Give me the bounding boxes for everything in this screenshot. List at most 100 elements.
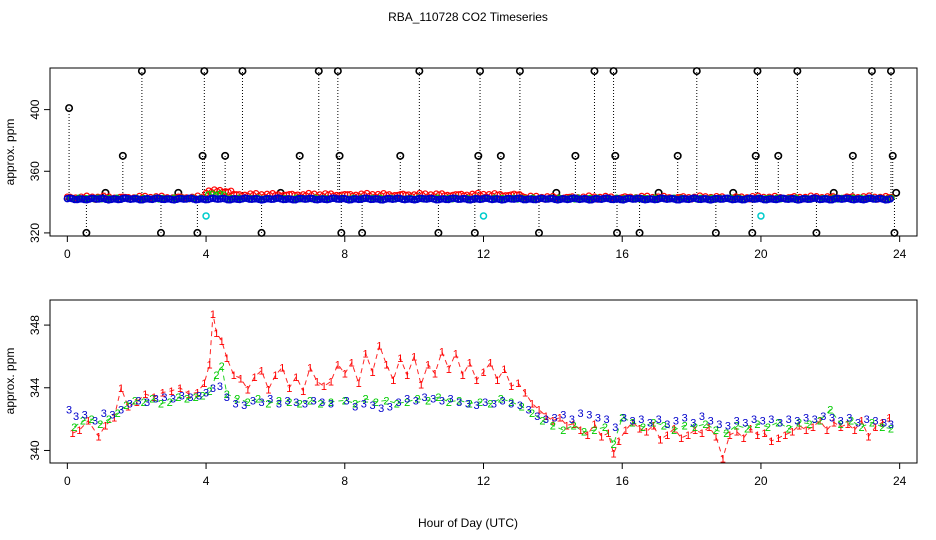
bottom-series-1-point: 1 xyxy=(307,362,313,374)
bottom-series-1-point: 1 xyxy=(151,392,157,404)
bottom-series-2-point: 2 xyxy=(71,422,77,434)
bottom-x-tick-label: 4 xyxy=(203,474,210,488)
bottom-series-1-point: 1 xyxy=(134,397,140,409)
bottom-series-1-point: 1 xyxy=(817,416,823,428)
bottom-series-1-point: 1 xyxy=(397,353,403,365)
top-panel: approx. ppm 0 4 8 12 16 20 24 320 360 400 xyxy=(3,67,918,261)
bottom-series-1-point: 1 xyxy=(699,428,705,440)
bottom-series-3-point: 3 xyxy=(569,414,575,426)
bottom-series-2-point: 2 xyxy=(89,414,95,426)
spike-point xyxy=(886,67,895,76)
bottom-series-3-point: 3 xyxy=(543,414,549,426)
bottom-series-3-point: 3 xyxy=(430,394,436,406)
bottom-series-3-point: 3 xyxy=(101,408,107,420)
bottom-series-2-point: 2 xyxy=(200,391,206,403)
bottom-series-1-point: 1 xyxy=(678,433,684,445)
top-series-3-point xyxy=(886,195,895,203)
bottom-x-tick-label: 24 xyxy=(893,474,907,488)
bottom-series-3-point: 3 xyxy=(118,405,124,417)
spike-point xyxy=(470,228,479,237)
top-plot-frame xyxy=(49,67,918,237)
spike-point xyxy=(888,151,897,160)
spike-point xyxy=(711,228,720,237)
bottom-series-3-point: 3 xyxy=(421,392,427,404)
bottom-series-2-point: 2 xyxy=(529,408,535,420)
spike-point xyxy=(221,151,230,160)
bottom-series-2-point: 2 xyxy=(342,395,348,407)
bottom-series-1-point: 1 xyxy=(578,425,584,437)
bottom-series-2-point: 2 xyxy=(219,361,225,373)
top-series-3-point xyxy=(92,195,101,203)
bottom-series-3-point: 3 xyxy=(630,416,636,428)
top-y-axis-label: approx. ppm xyxy=(3,119,17,186)
bottom-series-1-point: 1 xyxy=(858,416,864,428)
spike-point xyxy=(335,151,344,160)
bottom-series-3-point: 3 xyxy=(491,398,497,410)
top-series-3-point xyxy=(804,195,812,203)
spike-point xyxy=(118,151,127,160)
bottom-series-3-point: 3 xyxy=(508,398,514,410)
top-spikes xyxy=(65,67,901,237)
spike-point xyxy=(751,151,760,160)
bottom-series-3-point: 3 xyxy=(161,392,167,404)
bottom-series-3-point: 3 xyxy=(820,411,826,423)
top-series-3-point xyxy=(262,194,271,203)
top-x-tick-label: 20 xyxy=(754,247,768,261)
bottom-series-1-point: 1 xyxy=(272,370,278,382)
bottom-series-1-point: 1 xyxy=(432,369,438,381)
bottom-series-2-point: 2 xyxy=(317,398,323,410)
bottom-series-2-point: 2 xyxy=(206,386,212,398)
bottom-series-3-point: 3 xyxy=(638,414,644,426)
spike-point xyxy=(358,228,367,237)
bottom-series-3-point: 3 xyxy=(716,419,722,431)
bottom-series-3-point: 3 xyxy=(153,394,159,406)
x-axis-label: Hour of Day (UTC) xyxy=(418,516,518,530)
top-series-3-point xyxy=(607,195,615,204)
bottom-series-2-point: 2 xyxy=(404,397,410,409)
spike-point xyxy=(198,151,207,160)
bottom-series-1-point: 1 xyxy=(727,430,733,442)
top-series-3-point xyxy=(738,195,746,204)
top-series-3-point xyxy=(519,195,528,204)
bottom-series-1-point: 1 xyxy=(85,416,91,428)
bottom-series-2-point: 2 xyxy=(498,394,504,406)
bottom-series-3-point: 3 xyxy=(803,413,809,425)
top-x-tick-label: 8 xyxy=(341,247,348,261)
bottom-series-1-point: 1 xyxy=(252,372,258,384)
bottom-series-3-point: 3 xyxy=(855,417,861,429)
bottom-series-3-point: 3 xyxy=(664,419,670,431)
top-series-3-point xyxy=(75,195,84,203)
bottom-series-3-point: 3 xyxy=(224,392,230,404)
bottom-series-1-point: 1 xyxy=(69,428,75,440)
bottom-series-3-point: 3 xyxy=(690,417,696,429)
bottom-series-3-point: 3 xyxy=(73,411,79,423)
bottom-series-3-point: 3 xyxy=(872,416,878,428)
bottom-series-1-point: 1 xyxy=(803,425,809,437)
top-series-3-point xyxy=(250,195,259,203)
bottom-series-2-line xyxy=(73,364,892,446)
bottom-series-1-point: 1 xyxy=(160,387,166,399)
figure-title: RBA_110728 CO2 Timeseries xyxy=(388,10,548,24)
top-series-3-point xyxy=(624,194,632,203)
bottom-series-2-point: 2 xyxy=(477,397,483,409)
bottom-series-1-point: 1 xyxy=(342,369,348,381)
spike-point xyxy=(673,151,682,160)
bottom-series-3-point: 3 xyxy=(250,395,256,407)
spike-point xyxy=(748,228,757,237)
bottom-series-2-point: 2 xyxy=(571,420,577,432)
spike-point xyxy=(774,151,783,160)
bottom-series-1-point: 1 xyxy=(356,378,362,390)
top-series-3-point xyxy=(524,195,533,203)
top-series-3-point xyxy=(184,194,193,203)
bottom-series-2-point: 2 xyxy=(276,395,282,407)
bottom-series-2-point: 2 xyxy=(640,422,646,434)
bottom-series-2-point: 2 xyxy=(817,416,823,428)
bottom-series-2-point: 2 xyxy=(786,424,792,436)
bottom-series-3-point: 3 xyxy=(734,416,740,428)
bottom-series-1-point: 1 xyxy=(775,433,781,445)
bottom-series-1-point: 1 xyxy=(692,425,698,437)
bottom-series-2-point: 2 xyxy=(806,419,812,431)
bottom-series-3-point: 3 xyxy=(293,397,299,409)
bottom-series-1-point: 1 xyxy=(95,431,101,443)
